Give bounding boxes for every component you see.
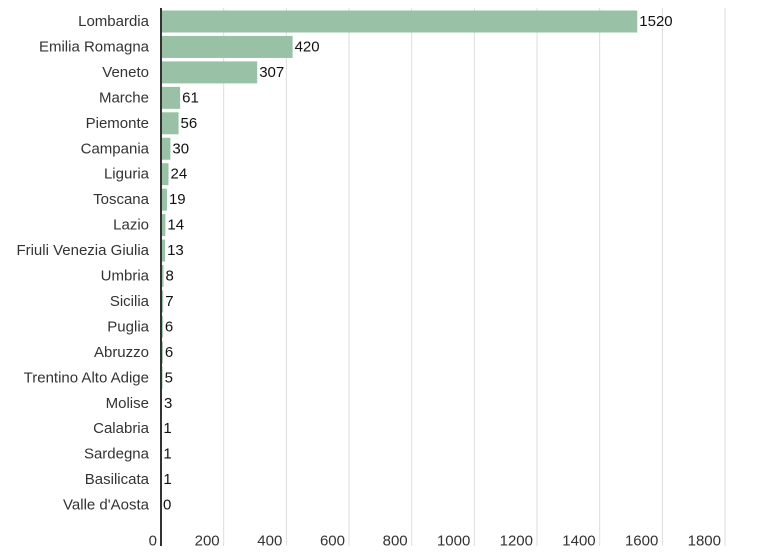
category-labels: Lombardia Emilia Romagna Veneto Marche Piemo… bbox=[16, 13, 149, 514]
category-label-lombardia: Lombardia bbox=[78, 13, 150, 30]
value-label-sardegna: 1 bbox=[163, 446, 171, 463]
x-tick-label-1400: 1400 bbox=[562, 533, 595, 550]
x-tick-label-1000: 1000 bbox=[437, 533, 470, 550]
category-label-liguria: Liguria bbox=[104, 166, 150, 183]
bar-sicilia bbox=[161, 290, 164, 313]
bar-liguria bbox=[161, 163, 169, 186]
x-tick-label-1800: 1800 bbox=[688, 533, 721, 550]
category-label-umbria: Umbria bbox=[101, 268, 150, 285]
bar-piemonte bbox=[161, 112, 179, 135]
bar-lombardia bbox=[161, 10, 638, 33]
bar-umbria bbox=[161, 265, 164, 287]
category-label-puglia: Puglia bbox=[107, 318, 149, 335]
value-label-sicilia: 7 bbox=[165, 293, 173, 310]
value-label-veneto: 307 bbox=[259, 64, 284, 81]
category-label-piemonte: Piemonte bbox=[86, 115, 149, 132]
bar-lazio bbox=[161, 214, 166, 237]
bar-veneto bbox=[161, 61, 258, 84]
value-label-umbria: 8 bbox=[166, 268, 174, 285]
bar-friuli-venezia-giulia bbox=[161, 239, 166, 262]
x-tick-label-200: 200 bbox=[195, 533, 220, 550]
bar-emilia-romagna bbox=[161, 35, 293, 58]
value-label-campania: 30 bbox=[172, 140, 189, 157]
x-tick-label-1600: 1600 bbox=[625, 533, 658, 550]
value-label-valle-d-aosta: 0 bbox=[163, 497, 171, 514]
value-label-lombardia: 1520 bbox=[639, 13, 672, 30]
bar-marche bbox=[161, 86, 181, 109]
category-label-basilicata: Basilicata bbox=[85, 471, 150, 488]
category-label-abruzzo: Abruzzo bbox=[94, 344, 149, 361]
value-label-basilicata: 1 bbox=[163, 471, 171, 488]
gridlines bbox=[223, 8, 726, 546]
value-label-friuli-venezia-giulia: 13 bbox=[167, 242, 184, 259]
bar-toscana bbox=[161, 188, 167, 211]
category-label-toscana: Toscana bbox=[93, 191, 150, 208]
value-label-molise: 3 bbox=[164, 395, 172, 412]
x-tick-label-600: 600 bbox=[320, 533, 345, 550]
x-tick-label-0: 0 bbox=[149, 533, 157, 550]
value-label-calabria: 1 bbox=[163, 420, 171, 437]
category-label-sardegna: Sardegna bbox=[84, 446, 150, 463]
value-label-puglia: 6 bbox=[165, 318, 173, 335]
value-label-marche: 61 bbox=[182, 89, 199, 106]
value-label-abruzzo: 6 bbox=[165, 344, 173, 361]
category-label-friuli-venezia-giulia: Friuli Venezia Giulia bbox=[16, 242, 149, 259]
value-label-trentino-alto-adige: 5 bbox=[165, 369, 173, 386]
category-label-valle-d-aosta: Valle d'Aosta bbox=[63, 497, 150, 514]
value-label-emilia-romagna: 420 bbox=[295, 38, 320, 55]
value-label-toscana: 19 bbox=[169, 191, 186, 208]
x-tick-label-400: 400 bbox=[257, 533, 282, 550]
category-label-molise: Molise bbox=[106, 395, 149, 412]
category-label-lazio: Lazio bbox=[113, 217, 149, 234]
category-label-trentino-alto-adige: Trentino Alto Adige bbox=[24, 369, 149, 386]
x-tick-label-1200: 1200 bbox=[500, 533, 533, 550]
value-labels: 1520 420 307 61 56 30 24 19 14 13 8 7 6 6 5 3 1 1 1 0 bbox=[163, 13, 673, 514]
category-label-emilia-romagna: Emilia Romagna bbox=[39, 38, 150, 55]
category-label-sicilia: Sicilia bbox=[110, 293, 150, 310]
bars bbox=[161, 10, 638, 491]
category-label-veneto: Veneto bbox=[102, 64, 149, 81]
value-label-liguria: 24 bbox=[171, 166, 188, 183]
x-axis-ticks: 0 200 400 600 800 1000 1200 1400 1600 1800 bbox=[149, 533, 721, 550]
category-label-marche: Marche bbox=[99, 89, 149, 106]
bar-campania bbox=[161, 137, 171, 160]
category-label-calabria: Calabria bbox=[93, 420, 150, 437]
value-label-piemonte: 56 bbox=[181, 115, 198, 132]
value-label-lazio: 14 bbox=[167, 217, 184, 234]
category-label-campania: Campania bbox=[81, 140, 150, 157]
x-tick-label-800: 800 bbox=[383, 533, 408, 550]
